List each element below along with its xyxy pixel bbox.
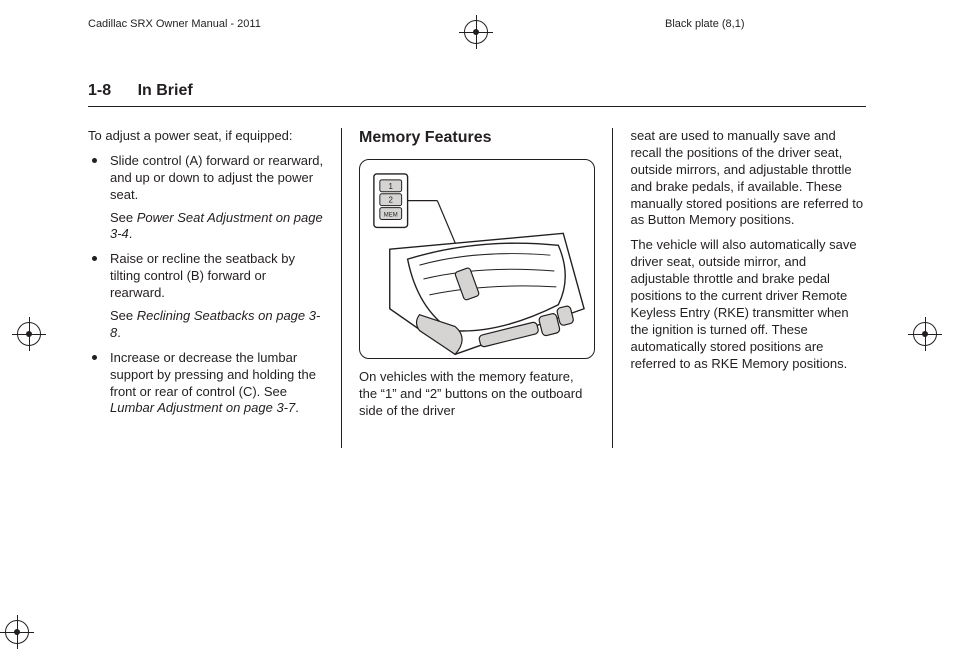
- section-header: 1-8 In Brief: [88, 82, 866, 107]
- list-item: Increase or decrease the lumbar support …: [88, 350, 324, 418]
- bullet-icon: [92, 158, 97, 163]
- mem-button-mem-label: MEM: [384, 212, 398, 218]
- list-item-text: Slide control (A) forward or rearward, a…: [110, 153, 323, 202]
- list-item-see: See Reclining Seatbacks on page 3-8.: [110, 308, 324, 342]
- column-3: seat are used to manually save and recal…: [630, 128, 866, 448]
- col1-list: Slide control (A) forward or rearward, a…: [88, 153, 324, 417]
- col3-para-2: The vehicle will also automatically save…: [630, 237, 866, 372]
- body-columns: To adjust a power seat, if equipped: Sli…: [88, 128, 866, 448]
- section-title: In Brief: [138, 82, 193, 99]
- list-item: Raise or recline the seatback by tilting…: [88, 251, 324, 341]
- registration-mark-left: [12, 317, 46, 351]
- registration-mark-top: [459, 15, 493, 49]
- section-rule: [88, 106, 866, 107]
- bullet-icon: [92, 355, 97, 360]
- mem-button-1-label: 1: [389, 182, 394, 191]
- list-item-see: See Power Seat Adjustment on page 3-4.: [110, 210, 324, 244]
- list-item-text: Raise or recline the seatback by tilting…: [110, 251, 295, 300]
- bullet-icon: [92, 256, 97, 261]
- print-header: Cadillac SRX Owner Manual - 2011 Black p…: [0, 18, 954, 48]
- figure-caption: On vehicles with the memory feature, the…: [359, 369, 595, 420]
- page: Cadillac SRX Owner Manual - 2011 Black p…: [0, 0, 954, 668]
- column-1: To adjust a power seat, if equipped: Sli…: [88, 128, 324, 448]
- memory-features-heading: Memory Features: [359, 128, 595, 149]
- list-item: Slide control (A) forward or rearward, a…: [88, 153, 324, 243]
- header-left-text: Cadillac SRX Owner Manual - 2011: [88, 18, 261, 30]
- page-number: 1-8: [88, 82, 111, 99]
- list-item-text: Increase or decrease the lumbar support …: [110, 350, 316, 399]
- memory-buttons-figure: 1 2 MEM: [359, 159, 595, 359]
- registration-mark-bottom: [0, 615, 34, 649]
- seat-illustration-icon: 1 2 MEM: [360, 160, 594, 358]
- registration-mark-right: [908, 317, 942, 351]
- col3-para-1: seat are used to manually save and recal…: [630, 128, 866, 229]
- col1-intro: To adjust a power seat, if equipped:: [88, 128, 324, 145]
- mem-button-2-label: 2: [389, 195, 393, 204]
- column-2: Memory Features 1 2 MEM: [359, 128, 595, 448]
- header-right-text: Black plate (8,1): [665, 18, 744, 30]
